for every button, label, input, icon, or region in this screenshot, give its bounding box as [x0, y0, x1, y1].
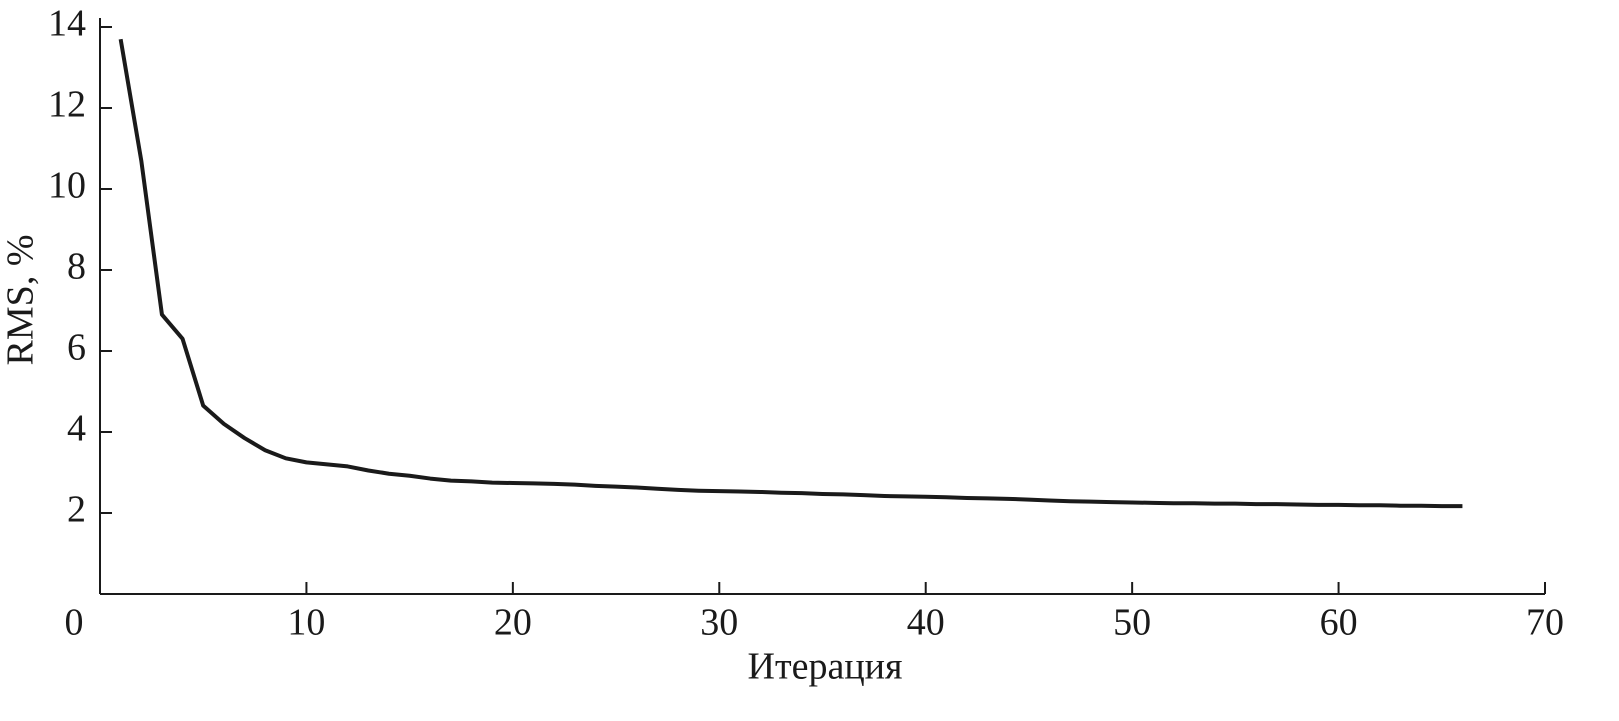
x-tick-label: 60: [1320, 602, 1358, 644]
x-tick-label: 10: [287, 602, 325, 644]
y-tick-label: 8: [67, 246, 86, 288]
y-tick-label: 10: [48, 165, 86, 207]
y-tick-label: 2: [67, 489, 86, 531]
x-tick-label: 40: [907, 602, 945, 644]
x-tick-label: 30: [700, 602, 738, 644]
y-tick-label: 4: [67, 408, 86, 450]
y-tick-label: 6: [67, 327, 86, 369]
x-axis-label: Итерация: [748, 646, 903, 688]
y-tick-label: 12: [48, 84, 86, 126]
x-tick-label: 0: [65, 602, 84, 644]
x-tick-label: 70: [1526, 602, 1564, 644]
data-line: [118, 38, 1463, 509]
x-tick-label: 20: [494, 602, 532, 644]
x-tick-label: 50: [1113, 602, 1151, 644]
y-axis-label: RMS, %: [0, 235, 42, 366]
y-tick-label: 14: [48, 3, 86, 45]
